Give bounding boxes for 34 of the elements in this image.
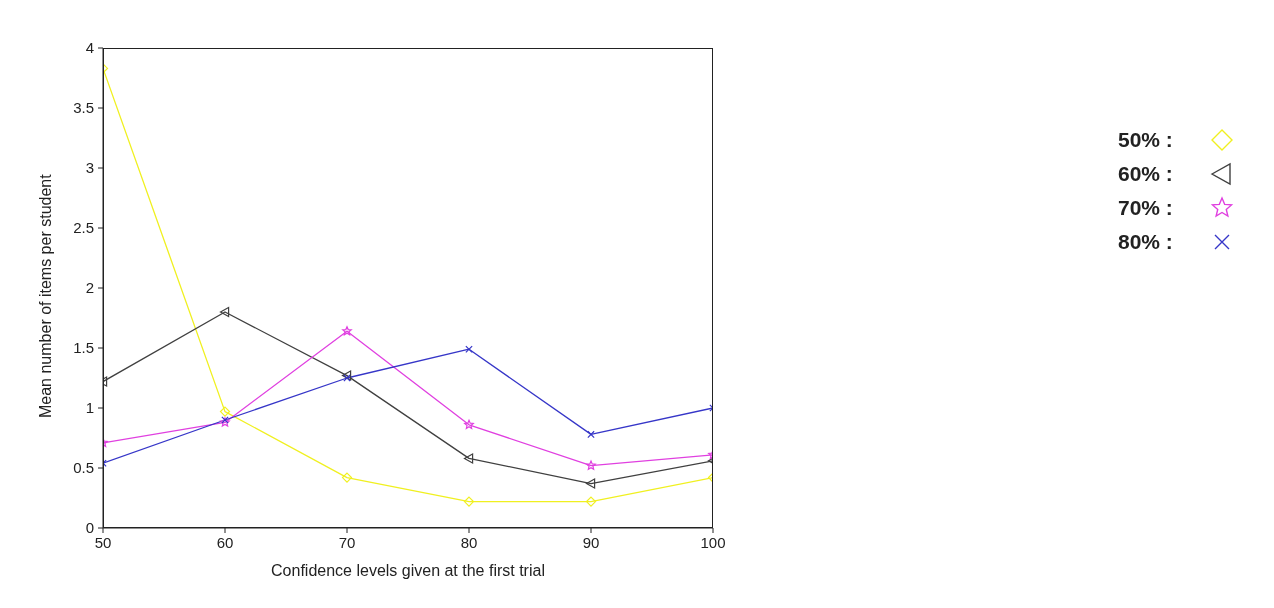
legend-label: 70% :: [1118, 196, 1174, 220]
x-axis-title: Confidence levels given at the first trial: [271, 562, 545, 579]
y-tick-label: 2.5: [73, 219, 94, 237]
x-tick-label: 70: [338, 533, 356, 551]
point: [585, 478, 596, 489]
y-tick-label: 4: [85, 39, 94, 57]
y-tick-label: 3.5: [73, 99, 94, 117]
point: [585, 496, 597, 507]
legend-label: 60% :: [1118, 162, 1174, 186]
x-tick-label: 90: [582, 533, 600, 551]
y-tick-label: 0.5: [73, 459, 94, 477]
y-tick-label: 1.5: [73, 339, 94, 357]
legend-label: 80% :: [1118, 230, 1174, 254]
point: [219, 306, 230, 318]
point: [341, 370, 352, 381]
point: [342, 326, 352, 336]
point: [586, 460, 596, 470]
legend-label: 50% :: [1118, 128, 1174, 152]
point: [463, 496, 475, 507]
x-tick-label: 80: [460, 533, 478, 551]
y-tick-label: 0: [85, 519, 94, 537]
y-tick-label: 1: [85, 399, 94, 417]
y-tick-label: 3: [85, 159, 94, 177]
point: [465, 345, 473, 353]
y-tick-label: 2: [85, 279, 94, 297]
x-tick-label: 50: [94, 533, 112, 551]
x-tick-label: 60: [216, 533, 234, 551]
point: [341, 472, 353, 483]
point: [464, 419, 474, 430]
x-tick-label: 100: [700, 533, 726, 551]
point: [219, 406, 231, 417]
point: [463, 453, 474, 464]
point: [587, 430, 595, 439]
y-axis-title: Mean number of items per student: [36, 173, 54, 418]
